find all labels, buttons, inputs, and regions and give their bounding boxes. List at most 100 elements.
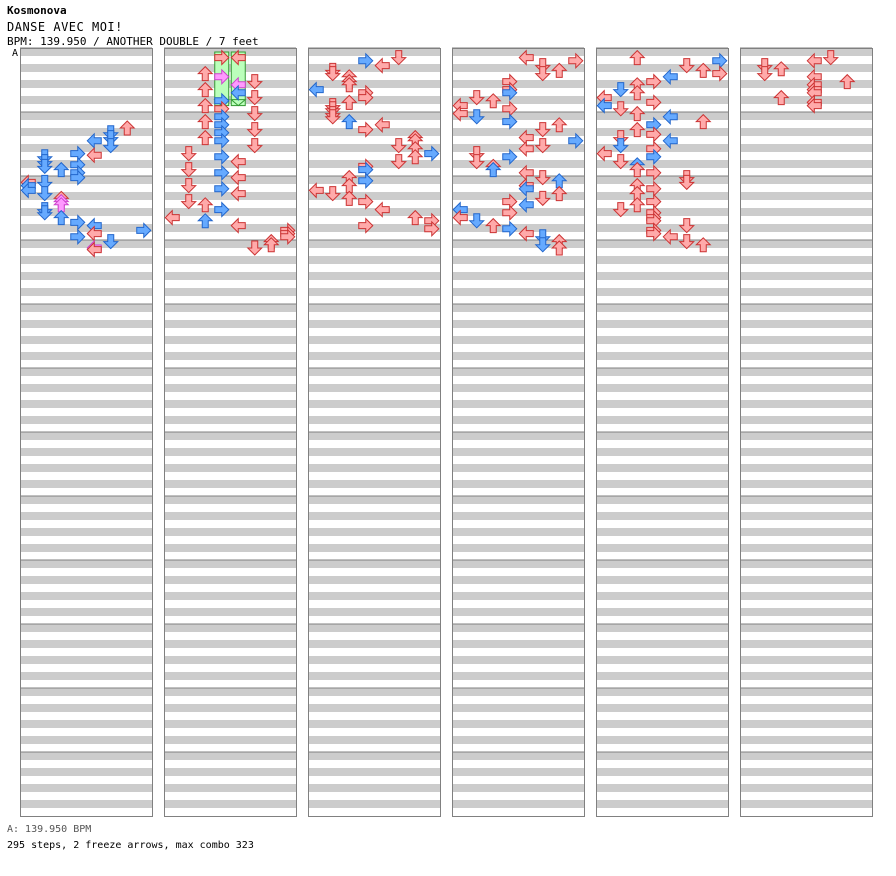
beat-stripe [20,576,152,584]
beat-stripe [164,704,296,712]
beat-stripe [164,64,296,72]
beat-stripe [20,640,152,648]
arrow-note-left [230,84,246,102]
arrow-note-up [197,213,214,229]
arrow-note-down [612,138,629,154]
arrow-note-right [358,172,374,190]
arrow-note-up [53,161,70,178]
beat-stripe [740,48,872,56]
beat-stripe [452,800,584,808]
beat-stripe [740,400,872,408]
arrow-note-down [36,205,53,221]
beat-stripe [596,400,728,408]
arrow-note-up [197,197,214,213]
beat-stripe [740,576,872,584]
beat-stripe [740,528,872,536]
panel-border [308,48,441,817]
beat-stripe [20,80,152,88]
beat-stripe [596,688,728,696]
arrow-note-down [324,186,341,202]
beat-stripe [164,384,296,392]
arrow-note-down [534,66,551,82]
beat-stripe [20,112,152,120]
beat-stripe [596,240,728,248]
beat-stripe [164,128,296,136]
arrow-note-down [390,138,407,154]
beat-stripe [596,592,728,600]
beat-stripe [20,96,152,104]
arrow-note-right [214,148,230,166]
beat-stripe [20,144,152,152]
beat-stripe [740,384,872,392]
arrow-note-right [646,225,662,242]
beat-stripe [452,176,584,184]
song-title: DANSE AVEC MOI! [7,20,123,34]
beat-stripe [452,768,584,776]
arrow-note-down [180,194,197,210]
beat-stripe [452,320,584,328]
beat-stripe [164,320,296,328]
arrow-note-up [197,113,214,130]
arrow-note-left [452,209,468,226]
beat-stripe [452,128,584,136]
beat-stripe [596,784,728,792]
arrow-note-up [119,120,136,136]
arrow-note-left [86,132,102,150]
beat-stripe [308,528,440,536]
arrow-note-left [518,140,534,158]
arrow-note-down [390,50,407,66]
arrow-note-right [358,52,374,70]
beat-stripe [20,448,152,456]
beat-stripe [308,96,440,104]
beat-stripe [164,560,296,568]
arrow-note-down [612,154,629,170]
beat-stripe [20,400,152,408]
beat-stripe [164,192,296,200]
arrow-note-right [424,220,440,238]
beat-stripe [596,704,728,712]
beat-stripe [308,640,440,648]
bpm-note: A: 139.950 BPM [7,824,92,835]
arrow-note-left [806,97,822,114]
beat-stripe [596,352,728,360]
beat-stripe [164,480,296,488]
beat-stripe [596,560,728,568]
arrow-note-down [36,186,53,202]
arrow-note-left [518,49,534,66]
beat-stripe [452,48,584,56]
beat-stripe [452,672,584,680]
beat-stripe [308,304,440,312]
arrow-note-down [246,106,263,122]
beat-stripe [740,672,872,680]
beat-stripe [308,128,440,136]
arrow-note-right [358,193,374,210]
beat-stripe [596,656,728,664]
beat-stripe [20,48,152,56]
beat-stripe [308,512,440,520]
beat-stripe [740,96,872,104]
beat-stripe [596,768,728,776]
beat-stripe [596,288,728,296]
arrow-note-right [502,204,518,222]
arrow-note-down [36,158,53,175]
beat-stripe [20,192,152,200]
beat-stripe [596,464,728,472]
arrow-note-down [534,122,551,138]
arrow-note-down [468,213,485,229]
arrow-note-left [662,108,678,126]
arrow-note-left [308,182,324,199]
beat-stripe [20,608,152,616]
beat-stripe [164,240,296,248]
arrow-note-left [452,105,468,122]
arrow-note-up [629,197,646,213]
beat-stripe [740,448,872,456]
arrow-note-up [695,113,712,130]
beat-stripe [308,608,440,616]
arrow-note-up [629,85,646,101]
beat-stripe [740,112,872,120]
beat-stripe [596,448,728,456]
beat-stripe [596,384,728,392]
arrow-note-up [341,190,358,206]
beat-stripe [308,224,440,232]
